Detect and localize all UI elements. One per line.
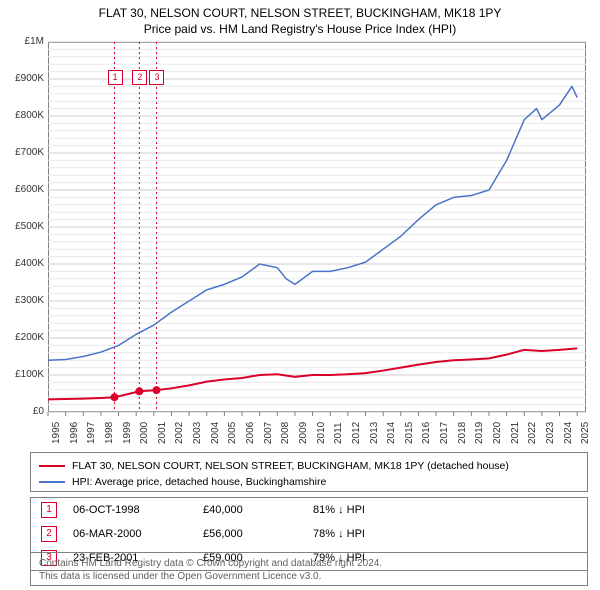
y-tick-label: £600K	[4, 184, 44, 195]
y-tick-label: £700K	[4, 147, 44, 158]
legend-swatch	[39, 481, 65, 483]
y-tick-label: £900K	[4, 73, 44, 84]
legend-row: HPI: Average price, detached house, Buck…	[39, 474, 579, 490]
event-row: 2 06-MAR-2000£56,00078% ↓ HPI	[31, 522, 587, 546]
x-tick-label: 2024	[563, 422, 574, 444]
x-tick-label: 2019	[474, 422, 485, 444]
footer-line2: This data is licensed under the Open Gov…	[39, 570, 579, 583]
y-tick-label: £100K	[4, 369, 44, 380]
event-price: £40,000	[203, 504, 313, 516]
x-tick-label: 2009	[298, 422, 309, 444]
y-tick-label: £0	[4, 406, 44, 417]
x-tick-label: 2004	[210, 422, 221, 444]
y-tick-label: £1M	[4, 36, 44, 47]
y-tick-label: £300K	[4, 295, 44, 306]
footer-box: Contains HM Land Registry data © Crown c…	[30, 552, 588, 586]
x-tick-label: 2015	[404, 422, 415, 444]
legend-label: FLAT 30, NELSON COURT, NELSON STREET, BU…	[72, 460, 509, 472]
event-diff: 81% ↓ HPI	[313, 504, 365, 516]
x-tick-label: 2013	[369, 422, 380, 444]
x-tick-label: 1997	[86, 422, 97, 444]
y-tick-label: £500K	[4, 221, 44, 232]
y-tick-label: £400K	[4, 258, 44, 269]
y-tick-label: £800K	[4, 110, 44, 121]
event-date: 06-MAR-2000	[73, 528, 203, 540]
x-tick-label: 2002	[174, 422, 185, 444]
x-tick-label: 2000	[139, 422, 150, 444]
x-tick-label: 2010	[316, 422, 327, 444]
x-tick-label: 2006	[245, 422, 256, 444]
event-number-badge: 1	[41, 502, 57, 518]
legend-label: HPI: Average price, detached house, Buck…	[72, 476, 326, 488]
x-tick-label: 2003	[192, 422, 203, 444]
event-diff: 78% ↓ HPI	[313, 528, 365, 540]
footer-line1: Contains HM Land Registry data © Crown c…	[39, 557, 579, 570]
x-tick-label: 2025	[580, 422, 591, 444]
x-tick-label: 2021	[510, 422, 521, 444]
event-price: £56,000	[203, 528, 313, 540]
x-tick-label: 2023	[545, 422, 556, 444]
legend-swatch	[39, 465, 65, 467]
x-tick-label: 2020	[492, 422, 503, 444]
y-tick-label: £200K	[4, 332, 44, 343]
event-marker-label: 1	[108, 70, 123, 85]
x-tick-label: 2001	[157, 422, 168, 444]
legend-row: FLAT 30, NELSON COURT, NELSON STREET, BU…	[39, 458, 579, 474]
event-date: 06-OCT-1998	[73, 504, 203, 516]
x-tick-label: 2018	[457, 422, 468, 444]
x-tick-label: 2008	[280, 422, 291, 444]
x-tick-label: 1998	[104, 422, 115, 444]
x-tick-label: 2005	[227, 422, 238, 444]
event-number-badge: 2	[41, 526, 57, 542]
x-tick-label: 2017	[439, 422, 450, 444]
x-tick-label: 2014	[386, 422, 397, 444]
x-tick-label: 1996	[69, 422, 80, 444]
x-tick-label: 1995	[51, 422, 62, 444]
x-tick-label: 2011	[333, 422, 344, 444]
event-marker-label: 2	[132, 70, 147, 85]
x-tick-label: 2012	[351, 422, 362, 444]
event-row: 1 06-OCT-1998£40,00081% ↓ HPI	[31, 498, 587, 522]
x-tick-label: 1999	[122, 422, 133, 444]
legend-box: FLAT 30, NELSON COURT, NELSON STREET, BU…	[30, 452, 588, 492]
x-tick-label: 2007	[263, 422, 274, 444]
x-tick-label: 2022	[527, 422, 538, 444]
x-tick-label: 2016	[421, 422, 432, 444]
event-marker-label: 3	[149, 70, 164, 85]
